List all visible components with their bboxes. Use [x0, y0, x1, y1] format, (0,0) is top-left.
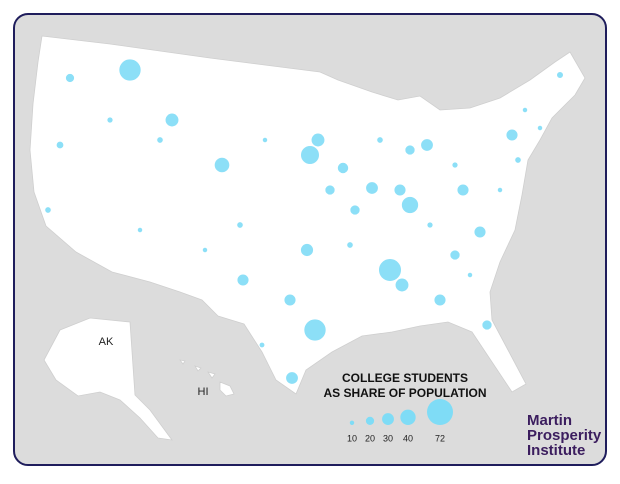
bubble: [156, 136, 164, 144]
legend-label: 40: [403, 433, 413, 443]
bubble: [537, 125, 543, 131]
bubble: [164, 112, 180, 128]
bubble: [65, 73, 75, 83]
bubble: [137, 227, 143, 233]
bubble: [300, 243, 314, 257]
bubble: [106, 116, 114, 124]
legend-label: 30: [383, 433, 393, 443]
bubble: [481, 319, 493, 331]
bubble: [236, 221, 244, 229]
legend: 10 20 30 40 72: [347, 399, 453, 443]
bubble: [473, 225, 487, 239]
bubble: [401, 196, 419, 214]
bubble: [349, 204, 361, 216]
bubble: [44, 206, 52, 214]
legend-bubble: [382, 413, 394, 425]
bubble: [404, 144, 416, 156]
bubble: [258, 341, 266, 349]
bubble: [467, 272, 473, 278]
brand: Institute: [527, 442, 585, 459]
alaska: [43, 317, 173, 441]
bubble: [451, 161, 459, 169]
brand: Martin: [527, 412, 572, 429]
bubble: [310, 132, 326, 148]
legend-bubble: [349, 420, 355, 425]
bubble: [300, 145, 320, 165]
bubble: [420, 138, 434, 152]
bubble: [514, 156, 522, 164]
bubble: [202, 247, 208, 253]
bubble: [378, 258, 402, 282]
legend-label: 20: [365, 433, 375, 443]
bubble: [393, 183, 407, 197]
legend-title: COLLEGE STUDENTS: [342, 371, 468, 385]
bubble: [394, 277, 410, 293]
bubble: [303, 318, 327, 342]
bubble: [346, 241, 354, 249]
bubble: [285, 371, 299, 385]
bubble: [556, 71, 564, 79]
ak-label: AK: [99, 336, 114, 348]
brand: Prosperity: [527, 427, 602, 444]
bubble: [456, 183, 470, 197]
bubble: [262, 137, 268, 143]
bubble: [522, 107, 528, 113]
bubble: [433, 293, 447, 307]
bubble: [505, 128, 519, 142]
bubble: [55, 140, 65, 150]
legend-bubble: [400, 409, 416, 425]
hawaii: [179, 359, 235, 397]
legend-label: 10: [347, 433, 357, 443]
bubble: [376, 136, 384, 144]
legend-bubble: [365, 416, 375, 425]
bubble: [426, 221, 434, 229]
bubble: [213, 156, 231, 174]
bubble: [497, 187, 503, 193]
bubble: [365, 181, 379, 195]
legend-title: AS SHARE OF POPULATION: [323, 386, 486, 400]
bubble-layer: [44, 58, 564, 385]
legend-bubble: [427, 399, 453, 425]
hi-label: HI: [198, 386, 209, 398]
bubble: [324, 184, 336, 196]
bubble: [283, 293, 297, 307]
bubble: [118, 58, 142, 82]
bubble: [236, 273, 250, 287]
bubble: [337, 162, 349, 174]
bubble: [449, 249, 461, 261]
legend-label: 72: [435, 433, 445, 443]
